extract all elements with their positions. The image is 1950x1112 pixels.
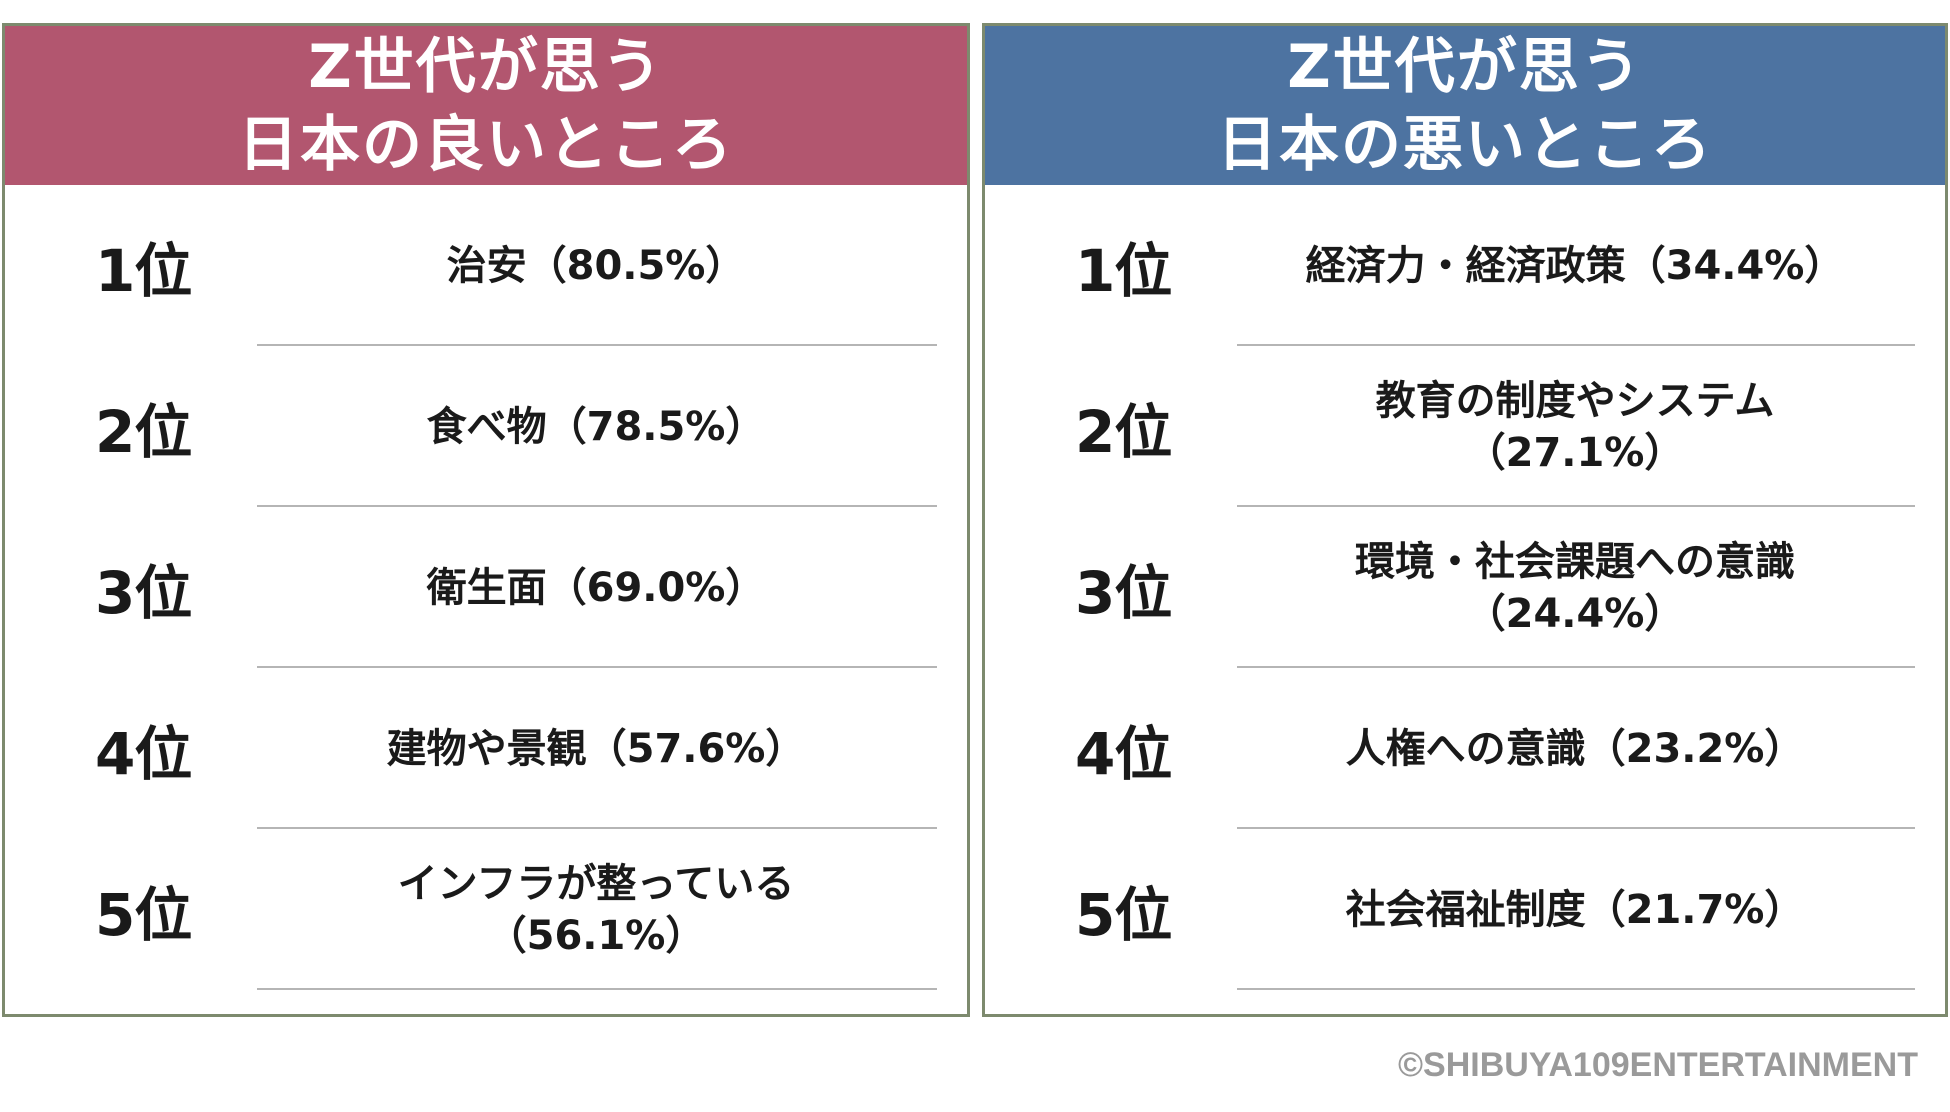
list-item: 1位 経済力・経済政策（34.4%） xyxy=(985,185,1945,346)
list-item: 4位 人権への意識（23.2%） xyxy=(985,668,1945,829)
row-divider xyxy=(1237,505,1915,507)
row-divider xyxy=(257,988,937,990)
item-text: 建物や景観（57.6%） xyxy=(255,668,937,829)
item-line1: 治安（80.5%） xyxy=(446,242,746,289)
list-item: 5位 インフラが整っている （56.1%） xyxy=(5,829,967,990)
good-points-list: 1位 治安（80.5%） 2位 食べ物（78.5%） 3位 衛生面（69.0%）… xyxy=(5,185,967,990)
rank-label: 2位 xyxy=(95,397,192,466)
item-text: 治安（80.5%） xyxy=(255,185,937,346)
list-item: 5位 社会福祉制度（21.7%） xyxy=(985,829,1945,990)
good-points-header: Z世代が思う 日本の良いところ xyxy=(5,26,967,185)
row-divider xyxy=(257,827,937,829)
rank-label: 4位 xyxy=(1075,719,1172,788)
row-divider xyxy=(257,505,937,507)
good-points-panel: Z世代が思う 日本の良いところ 1位 治安（80.5%） 2位 食べ物（78.5… xyxy=(2,23,970,1017)
rank-label: 5位 xyxy=(1075,880,1172,949)
item-line1: 環境・社会課題への意識 xyxy=(1355,538,1795,585)
list-item: 2位 食べ物（78.5%） xyxy=(5,346,967,507)
row-divider xyxy=(257,344,937,346)
list-item: 1位 治安（80.5%） xyxy=(5,185,967,346)
item-line1: 食べ物（78.5%） xyxy=(426,403,766,450)
rank-label: 1位 xyxy=(95,236,192,305)
bad-points-title-line2: 日本の悪いところ xyxy=(1217,109,1713,180)
copyright-notice: ©SHIBUYA109ENTERTAINMENT xyxy=(1397,1046,1918,1084)
list-item: 4位 建物や景観（57.6%） xyxy=(5,668,967,829)
bad-points-header: Z世代が思う 日本の悪いところ xyxy=(985,26,1945,185)
bad-points-title-line1: Z世代が思う xyxy=(1287,31,1643,102)
item-line1: 経済力・経済政策（34.4%） xyxy=(1305,242,1845,289)
item-line1: インフラが整っている xyxy=(397,860,795,907)
rank-label: 1位 xyxy=(1075,236,1172,305)
item-text: 衛生面（69.0%） xyxy=(255,507,937,668)
rank-label: 2位 xyxy=(1075,397,1172,466)
good-points-title-line2: 日本の良いところ xyxy=(238,109,734,180)
bad-points-list: 1位 経済力・経済政策（34.4%） 2位 教育の制度やシステム （27.1%）… xyxy=(985,185,1945,990)
good-points-title-line1: Z世代が思う xyxy=(308,31,664,102)
rank-label: 3位 xyxy=(95,558,192,627)
row-divider xyxy=(257,666,937,668)
item-line2: （24.4%） xyxy=(1465,590,1685,637)
item-line2: （56.1%） xyxy=(486,912,706,959)
item-line2: （27.1%） xyxy=(1465,429,1685,476)
item-text: 社会福祉制度（21.7%） xyxy=(1235,829,1915,990)
bad-points-panel: Z世代が思う 日本の悪いところ 1位 経済力・経済政策（34.4%） 2位 教育… xyxy=(982,23,1948,1017)
list-item: 3位 環境・社会課題への意識 （24.4%） xyxy=(985,507,1945,668)
row-divider xyxy=(1237,344,1915,346)
item-line1: 衛生面（69.0%） xyxy=(426,564,766,611)
item-text: 環境・社会課題への意識 （24.4%） xyxy=(1235,507,1915,668)
item-text: 人権への意識（23.2%） xyxy=(1235,668,1915,829)
item-text: 食べ物（78.5%） xyxy=(255,346,937,507)
row-divider xyxy=(1237,827,1915,829)
row-divider xyxy=(1237,666,1915,668)
rank-label: 5位 xyxy=(95,880,192,949)
item-line1: 建物や景観（57.6%） xyxy=(386,725,806,772)
rank-label: 4位 xyxy=(95,719,192,788)
item-line1: 教育の制度やシステム xyxy=(1375,377,1775,424)
item-text: インフラが整っている （56.1%） xyxy=(255,829,937,990)
item-text: 経済力・経済政策（34.4%） xyxy=(1235,185,1915,346)
row-divider xyxy=(1237,988,1915,990)
item-line1: 人権への意識（23.2%） xyxy=(1345,725,1805,772)
item-text: 教育の制度やシステム （27.1%） xyxy=(1235,346,1915,507)
item-line1: 社会福祉制度（21.7%） xyxy=(1345,886,1805,933)
rank-label: 3位 xyxy=(1075,558,1172,627)
list-item: 2位 教育の制度やシステム （27.1%） xyxy=(985,346,1945,507)
list-item: 3位 衛生面（69.0%） xyxy=(5,507,967,668)
